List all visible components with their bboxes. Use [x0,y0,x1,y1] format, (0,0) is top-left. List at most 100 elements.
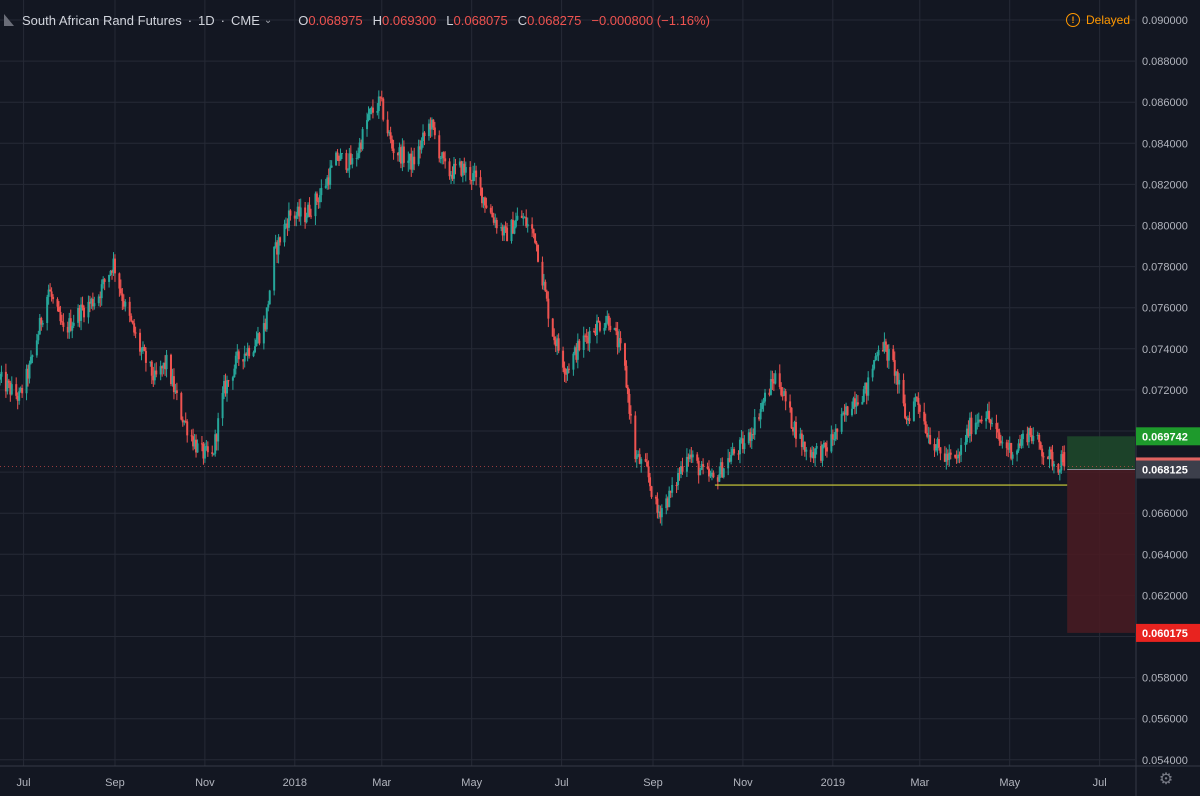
candle [0,365,3,383]
candle [184,412,187,424]
candle-body [616,331,619,348]
candle-body [56,299,59,307]
candle [634,411,637,463]
candle [588,326,591,352]
candle-body [1036,434,1039,437]
candle-body [464,167,467,173]
candle-body [0,376,1,380]
candle [778,364,781,390]
gear-icon[interactable]: ⚙ [1158,771,1174,788]
candle [821,444,824,467]
candle [78,305,81,328]
candle-body [753,417,756,435]
candle [38,314,41,335]
candle-body [234,355,237,369]
candle-body [1047,456,1050,460]
candle-body [346,169,349,171]
candle [19,386,22,393]
interval-label[interactable]: 1D [198,12,215,28]
candle-body [626,387,629,394]
candle-body [965,428,968,443]
candle [402,140,405,168]
candle-body [541,261,544,286]
candle [144,347,147,372]
candle-body [329,167,332,185]
delayed-badge[interactable]: ! Delayed [1066,10,1130,30]
candle [417,139,420,167]
candle [161,365,164,377]
candle-body [968,417,971,436]
candle-body [833,439,836,441]
candle-body [501,227,504,236]
candle-body [460,161,463,176]
candle-body [825,447,828,452]
separator-dot: · [220,12,226,28]
candle-body [370,107,373,110]
candle [883,332,886,354]
candle-body [336,152,339,160]
candle [523,215,526,219]
candle [41,320,44,328]
candle-body [1021,433,1024,440]
candle [954,454,957,459]
candle [273,246,276,296]
candle-body [943,453,946,462]
candle-body [976,422,979,424]
candle [545,289,548,302]
candle [904,394,907,419]
candle [183,420,186,426]
candle [441,151,444,165]
candle-body [1007,448,1010,450]
chevron-down-icon[interactable]: ⌄ [263,14,273,26]
symbol-title[interactable]: South African Rand Futures [22,12,182,28]
candle [936,437,939,456]
candle-body [1016,450,1019,455]
candle-body [479,177,482,188]
candle [706,462,709,470]
candle [380,90,383,102]
candle [769,370,772,396]
candle [926,424,929,439]
candle [749,428,752,448]
candle-body [338,159,341,161]
candle-body [335,152,338,166]
candle-body [236,351,239,356]
candle-body [196,443,199,453]
candle-body [9,382,12,395]
candle [103,277,106,291]
candle-body [749,432,752,441]
candle [420,137,423,154]
candle [989,418,992,430]
candle [842,411,845,416]
candle-body [438,135,441,159]
candle [234,351,237,375]
candle-body [4,371,7,392]
candle [423,131,426,146]
candle [1016,449,1019,462]
candle-body [607,315,610,326]
candle-body [996,429,999,433]
candle-body [153,370,156,381]
candle [759,403,762,429]
candle [628,388,631,420]
candle [283,219,286,247]
stop-zone [1067,469,1135,633]
price-tick-label: 0.076000 [1142,303,1188,315]
stop-price-label-bg [1136,623,1200,642]
candle-body [57,306,60,312]
candle [47,284,50,305]
candle-body [324,185,327,188]
candle-body [850,408,853,416]
candle [567,363,570,374]
candle-body [945,453,948,462]
candle-body [305,217,308,223]
exchange-label[interactable]: CME [231,12,260,28]
candle-body [598,322,601,331]
candle [728,451,731,463]
candle-body [473,170,476,174]
candle-body [161,366,164,369]
candle [318,188,321,209]
candle-body [649,477,652,487]
candle-body [475,170,478,178]
